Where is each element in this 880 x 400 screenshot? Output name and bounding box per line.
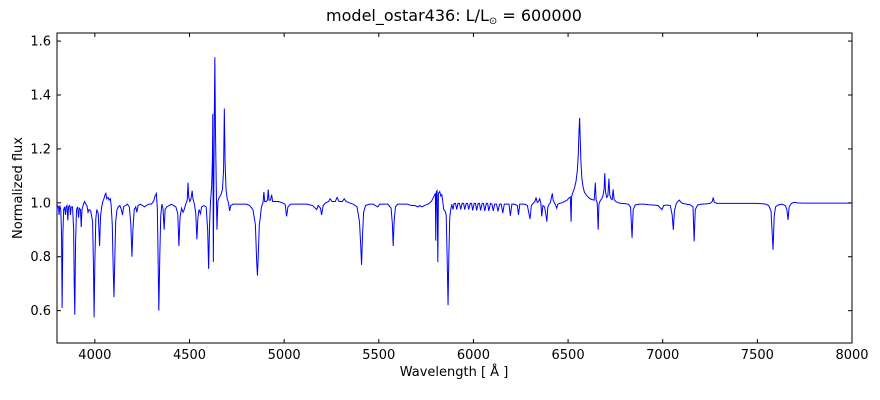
chart-title-main: model_ostar436: L/L xyxy=(326,6,489,26)
x-tick-label: 4500 xyxy=(173,348,206,363)
axis-ticks: 4000 4500 5000 5500 6000 6500 7000 7500 8000 0.6 0… xyxy=(30,33,869,363)
chart-title-suffix: = 600000 xyxy=(497,6,582,25)
y-axis-label: Normalized flux xyxy=(11,137,26,239)
chart-title: model_ostar436: L/L⊙ = 600000 xyxy=(326,6,582,27)
y-tick-label: 1.0 xyxy=(30,196,51,211)
x-tick-label: 6000 xyxy=(457,348,490,363)
sun-symbol: ⊙ xyxy=(489,16,497,27)
x-tick-label: 4000 xyxy=(78,348,111,363)
x-tick-label: 7500 xyxy=(741,348,774,363)
y-tick-label: 1.4 xyxy=(30,89,51,104)
y-tick-label: 1.6 xyxy=(30,35,51,50)
x-tick-label: 5000 xyxy=(268,348,301,363)
y-tick-label: 0.6 xyxy=(30,304,51,319)
y-tick-label: 0.8 xyxy=(30,250,51,265)
x-tick-label: 8000 xyxy=(835,348,868,363)
axes-frame xyxy=(56,32,853,344)
x-tick-label: 6500 xyxy=(552,348,585,363)
spectrum-line-layer xyxy=(56,57,852,318)
x-axis-label: Wavelength [ Å ] xyxy=(400,364,509,380)
y-tick-label: 1.2 xyxy=(30,142,51,157)
x-tick-label: 7000 xyxy=(646,348,679,363)
spectrum-line xyxy=(56,57,852,318)
x-tick-label: 5500 xyxy=(362,348,395,363)
